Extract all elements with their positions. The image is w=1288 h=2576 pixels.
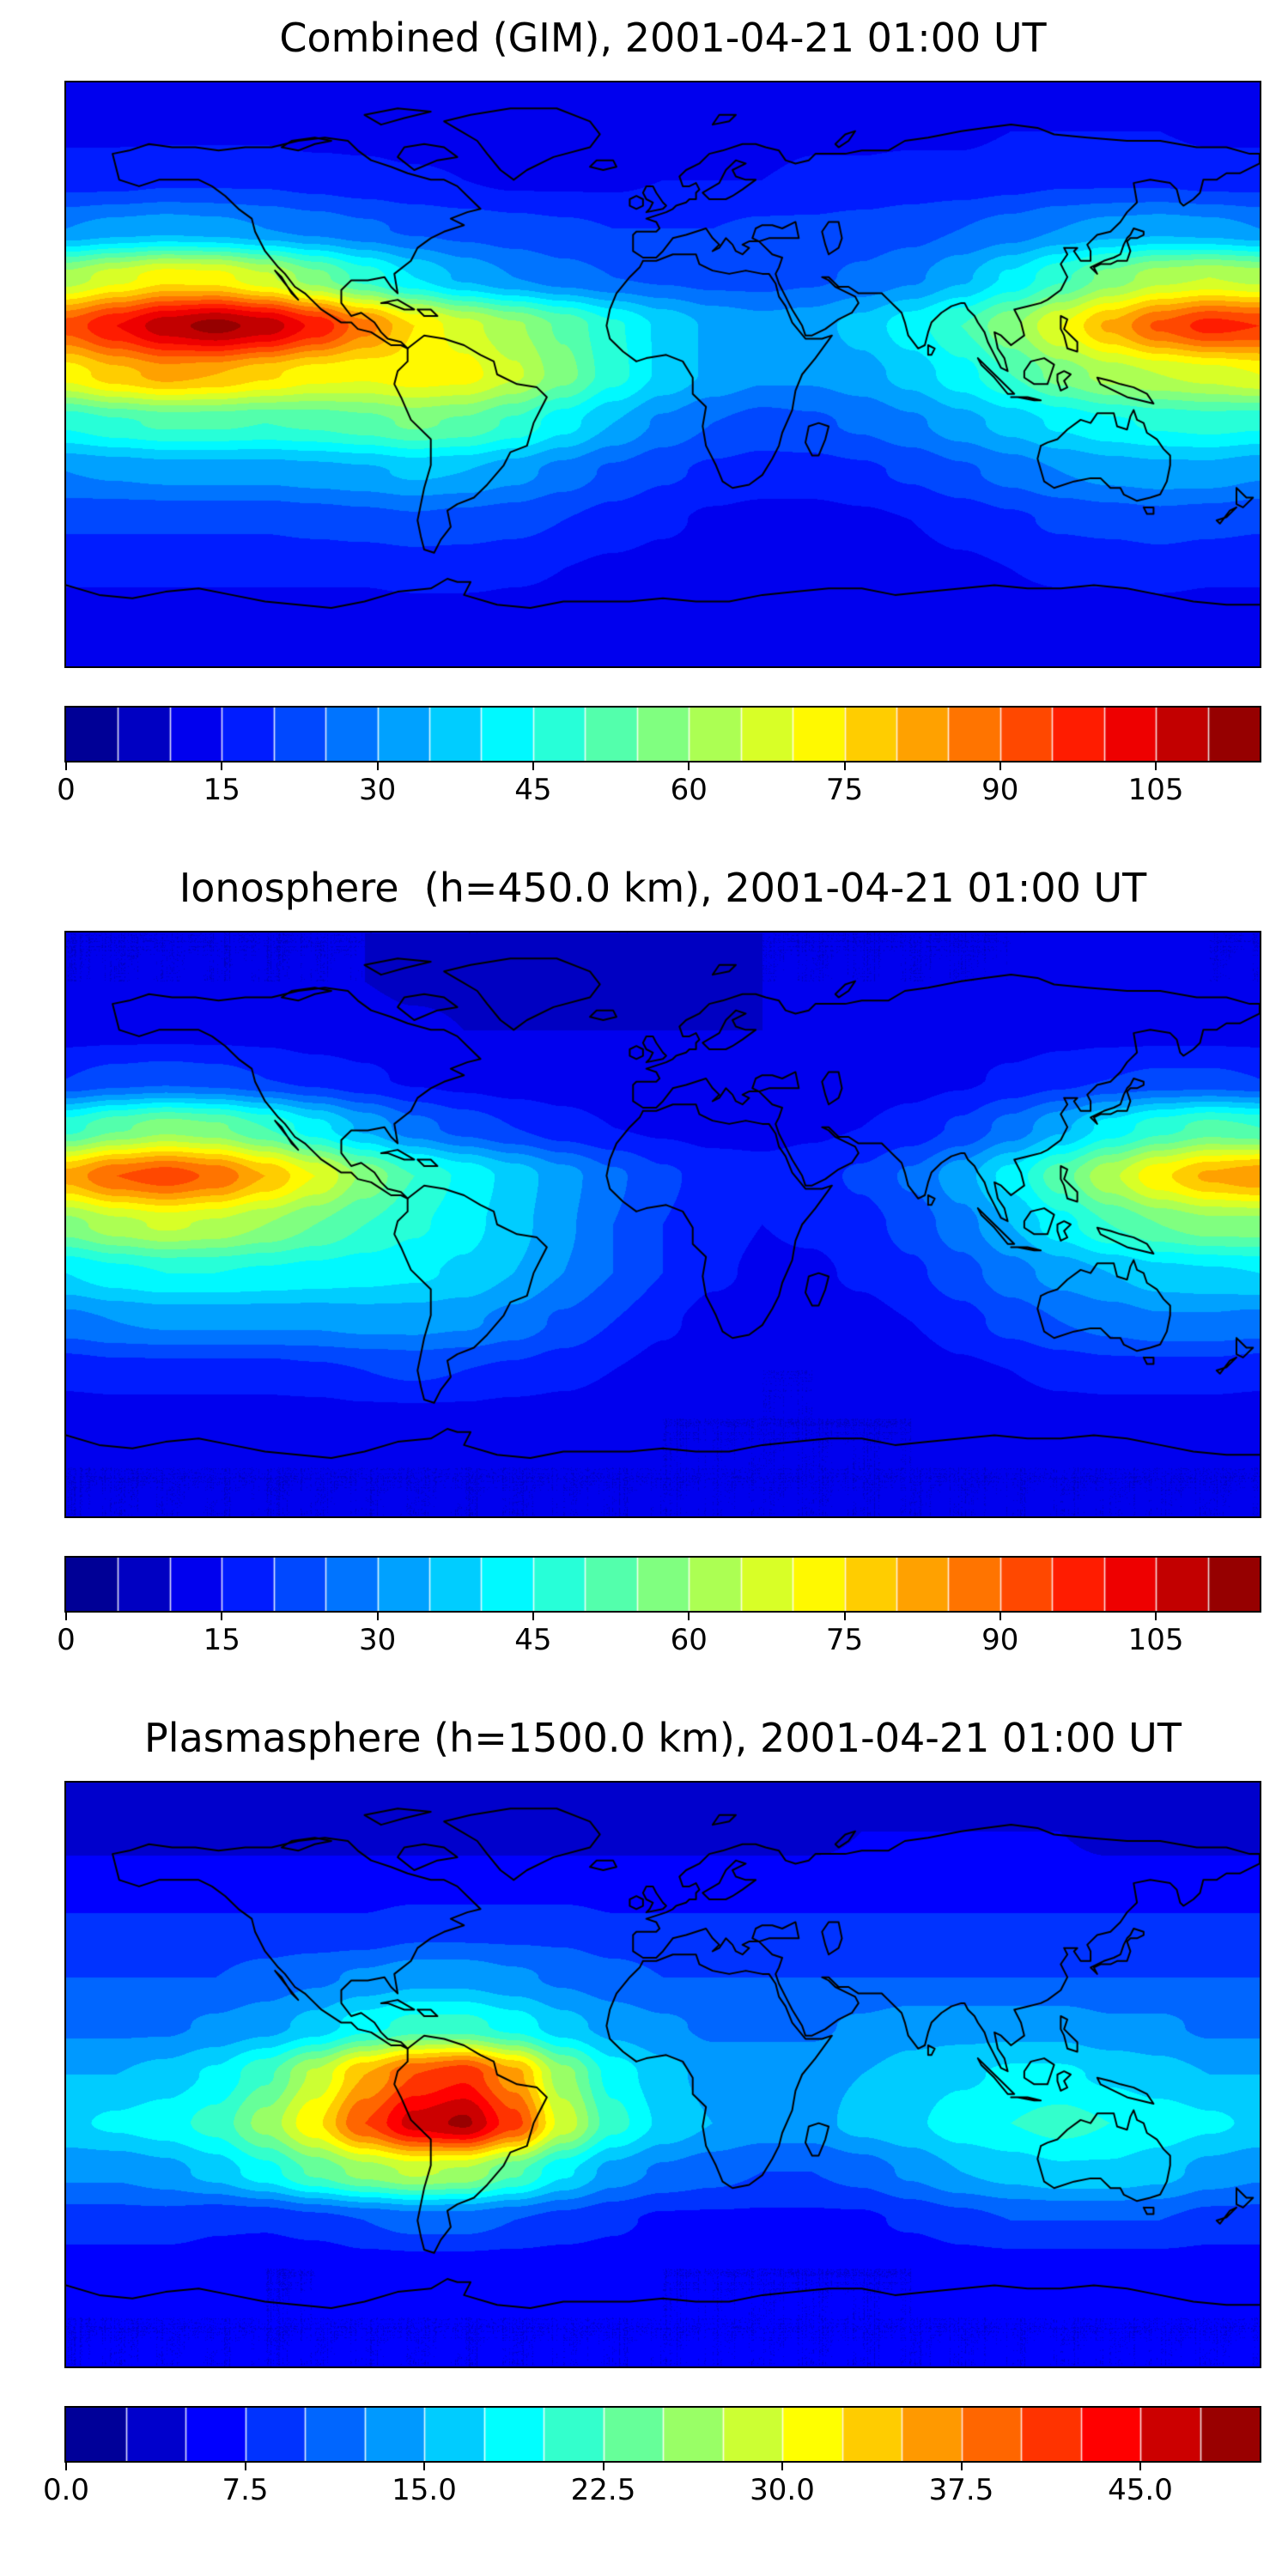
map-canvas-ionosphere: [66, 933, 1260, 1516]
panel-combined-gim: Combined (GIM), 2001-04-21 01:00 UT 0 15 3…: [0, 12, 1288, 814]
panel-title-plasmasphere: Plasmasphere (h=1500.0 km), 2001-04-21 0…: [144, 1715, 1182, 1761]
colorbar-ticks-combined: 0 15 30 45 60 75 90 105: [57, 762, 1260, 814]
colorbar-tick-label: 30.0: [750, 2473, 815, 2507]
colorbar-tick-label: 75: [825, 1623, 864, 1657]
colorbar-tick-mark: [221, 1613, 223, 1620]
panel-title-ionosphere: Ionosphere (h=450.0 km), 2001-04-21 01:0…: [179, 865, 1147, 911]
map-ionosphere: [64, 931, 1261, 1518]
colorbar-tick-mark: [1155, 1613, 1157, 1620]
colorbar-tick-label: 22.5: [570, 2473, 636, 2507]
colorbar-tick-mark: [843, 762, 846, 770]
panel-title-combined: Combined (GIM), 2001-04-21 01:00 UT: [279, 15, 1047, 61]
colorbar-tick-mark: [602, 2463, 605, 2470]
colorbar-tick-mark: [423, 2463, 425, 2470]
colorbar-ionosphere: [64, 1556, 1261, 1613]
colorbar-tick-mark: [244, 2463, 246, 2470]
colorbar-tick-label: 7.5: [222, 2473, 269, 2507]
colorbar-ticks-ionosphere: 0 15 30 45 60 75 90 105: [57, 1613, 1260, 1664]
figure: Combined (GIM), 2001-04-21 01:00 UT 0 15 3…: [0, 12, 1288, 2514]
colorbar-tick-mark: [999, 1613, 1001, 1620]
colorbar-tick-mark: [532, 1613, 534, 1620]
colorbar-tick-label: 0: [57, 773, 76, 807]
colorbar-tick-label: 75: [825, 773, 864, 807]
map-plasmasphere: [64, 1781, 1261, 2368]
colorbar-tick-mark: [843, 1613, 846, 1620]
colorbar-tick-label: 90: [981, 773, 1019, 807]
colorbar-tick-mark: [688, 762, 690, 770]
panel-ionosphere: Ionosphere (h=450.0 km), 2001-04-21 01:0…: [0, 862, 1288, 1664]
colorbar-tick-label: 60: [670, 1623, 708, 1657]
colorbar-canvas-combined: [66, 708, 1260, 761]
colorbar-tick-label: 45: [514, 1623, 552, 1657]
colorbar-tick-mark: [221, 762, 223, 770]
map-canvas-combined: [66, 82, 1260, 666]
colorbar-tick-label: 30: [358, 1623, 397, 1657]
colorbar-tick-label: 37.5: [928, 2473, 994, 2507]
colorbar-tick-mark: [960, 2463, 963, 2470]
colorbar-tick-label: 15.0: [392, 2473, 457, 2507]
colorbar-tick-mark: [1139, 2463, 1141, 2470]
colorbar-combined: [64, 706, 1261, 762]
colorbar-tick-label: 0.0: [42, 2473, 90, 2507]
colorbar-tick-label: 15: [203, 773, 240, 807]
colorbar-plasmasphere: [64, 2406, 1261, 2463]
colorbar-tick-mark: [65, 762, 67, 770]
map-combined: [64, 81, 1261, 668]
colorbar-ticks-plasmasphere: 0.0 7.5 15.0 22.5 30.0 37.5 45.0: [43, 2463, 1260, 2514]
colorbar-tick-mark: [65, 1613, 67, 1620]
colorbar-tick-label: 90: [981, 1623, 1019, 1657]
colorbar-tick-mark: [1155, 762, 1157, 770]
colorbar-tick-label: 60: [670, 773, 708, 807]
panel-plasmasphere: Plasmasphere (h=1500.0 km), 2001-04-21 0…: [0, 1712, 1288, 2514]
colorbar-tick-label: 105: [1127, 773, 1184, 807]
colorbar-tick-label: 30: [358, 773, 397, 807]
colorbar-canvas-ionosphere: [66, 1558, 1260, 1611]
colorbar-tick-label: 15: [203, 1623, 240, 1657]
colorbar-tick-mark: [376, 1613, 379, 1620]
map-canvas-plasmasphere: [66, 1783, 1260, 2366]
colorbar-tick-mark: [999, 762, 1001, 770]
colorbar-tick-label: 45.0: [1108, 2473, 1173, 2507]
colorbar-tick-label: 105: [1127, 1623, 1184, 1657]
colorbar-tick-label: 45: [514, 773, 552, 807]
colorbar-canvas-plasmasphere: [66, 2408, 1260, 2461]
colorbar-tick-mark: [781, 2463, 783, 2470]
colorbar-tick-label: 0: [57, 1623, 76, 1657]
colorbar-tick-mark: [688, 1613, 690, 1620]
colorbar-tick-mark: [65, 2463, 67, 2470]
colorbar-tick-mark: [532, 762, 534, 770]
colorbar-tick-mark: [376, 762, 379, 770]
